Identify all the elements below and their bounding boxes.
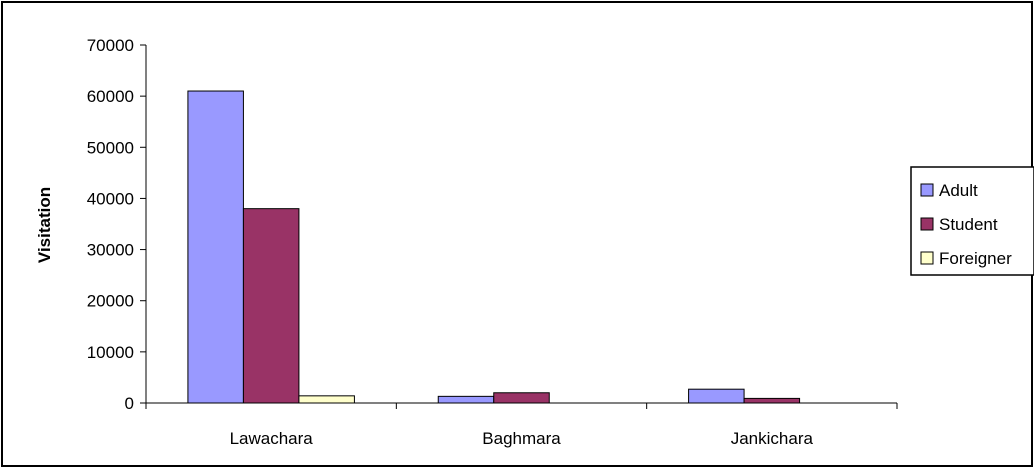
y-tick-label: 50000 [87, 138, 134, 157]
x-category-label: Jankichara [731, 429, 814, 448]
legend: Adult Student Foreigner [910, 166, 1034, 276]
y-tick-label: 60000 [87, 87, 134, 106]
bar-student-lawachara [242, 208, 300, 404]
y-tick-label: 20000 [87, 292, 134, 311]
legend-label-adult: Adult [939, 181, 978, 200]
bar-adult-jankichara [688, 388, 745, 404]
legend-label-foreigner: Foreigner [939, 249, 1012, 268]
bar-student-jankichara [743, 397, 801, 404]
legend-label-student: Student [939, 215, 998, 234]
bar-student-baghmara [493, 392, 550, 404]
y-tick-label: 70000 [87, 36, 134, 55]
y-tick-label: 40000 [87, 189, 134, 208]
x-category-label: Baghmara [482, 429, 561, 448]
y-tick-label: 0 [125, 394, 134, 413]
plot-area: 0 10000 20000 30000 40000 50000 60000 70000 Lawa… [87, 36, 898, 448]
bar-foreigner-lawachara [298, 395, 355, 404]
y-tick-label: 30000 [87, 241, 134, 260]
x-category-label: Lawachara [230, 429, 314, 448]
legend-swatch-foreigner [920, 251, 934, 265]
legend-swatch-student [920, 217, 934, 231]
legend-swatch-adult [920, 183, 934, 197]
y-axis-title: Visitation [35, 187, 54, 263]
bar-adult-lawachara [187, 90, 244, 404]
y-tick-label: 10000 [87, 343, 134, 362]
bar-adult-baghmara [437, 395, 495, 404]
